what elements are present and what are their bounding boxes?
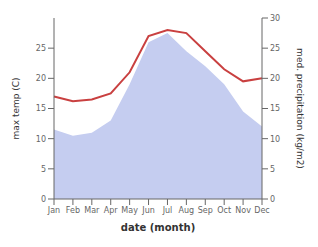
svg-text:30: 30 xyxy=(270,14,280,23)
svg-text:Nov: Nov xyxy=(235,206,251,215)
svg-text:Jun: Jun xyxy=(141,206,155,215)
svg-text:15: 15 xyxy=(36,104,46,113)
svg-text:date (month): date (month) xyxy=(121,222,195,233)
svg-text:5: 5 xyxy=(41,165,46,174)
svg-text:Apr: Apr xyxy=(104,206,119,215)
svg-text:Oct: Oct xyxy=(217,206,231,215)
svg-text:20: 20 xyxy=(36,74,46,83)
svg-text:Aug: Aug xyxy=(179,206,195,215)
svg-text:May: May xyxy=(121,206,138,215)
svg-text:20: 20 xyxy=(270,74,280,83)
svg-text:Feb: Feb xyxy=(66,206,80,215)
svg-text:0: 0 xyxy=(41,195,46,204)
svg-text:med. precipitation (kg/m2): med. precipitation (kg/m2) xyxy=(295,48,305,169)
svg-text:Dec: Dec xyxy=(254,206,269,215)
svg-text:Jul: Jul xyxy=(162,206,173,215)
svg-text:15: 15 xyxy=(270,104,280,113)
svg-text:25: 25 xyxy=(270,44,280,53)
svg-text:5: 5 xyxy=(270,165,275,174)
svg-text:max temp (C): max temp (C) xyxy=(11,77,21,139)
svg-text:0: 0 xyxy=(270,195,275,204)
svg-text:10: 10 xyxy=(36,135,46,144)
svg-text:Sep: Sep xyxy=(198,206,213,215)
svg-text:10: 10 xyxy=(270,135,280,144)
svg-text:25: 25 xyxy=(36,44,46,53)
svg-text:Jan: Jan xyxy=(47,206,60,215)
svg-text:Mar: Mar xyxy=(84,206,100,215)
